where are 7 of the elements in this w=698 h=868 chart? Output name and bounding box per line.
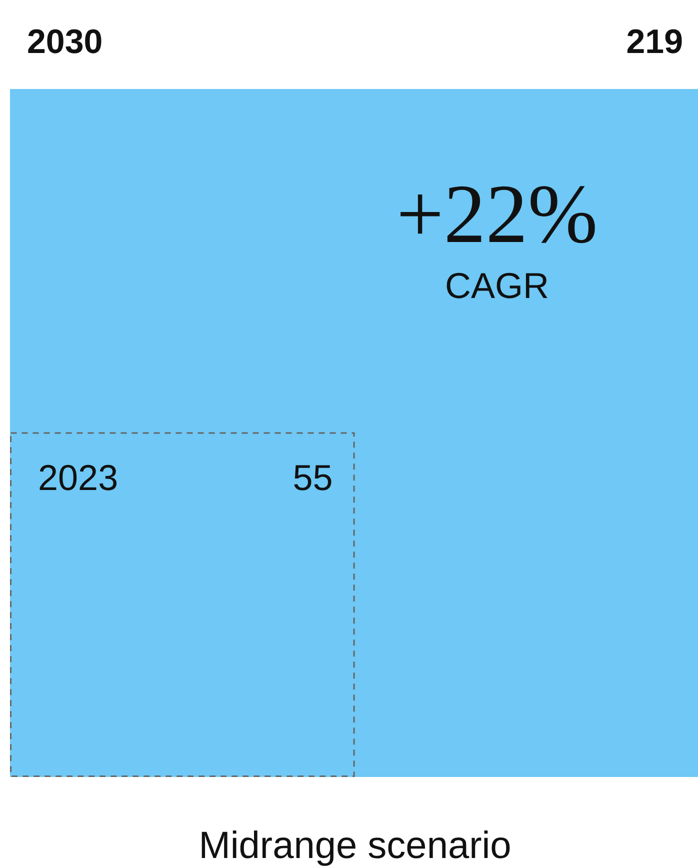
data-label: 219 <box>626 23 683 61</box>
text: Midrange scenario <box>198 825 512 867</box>
data-label: 55 <box>292 457 333 498</box>
text: +22% <box>396 168 598 261</box>
text: CAGR <box>444 265 550 306</box>
category-label: 2030 <box>27 23 103 61</box>
category-label: 2023 <box>38 457 118 498</box>
